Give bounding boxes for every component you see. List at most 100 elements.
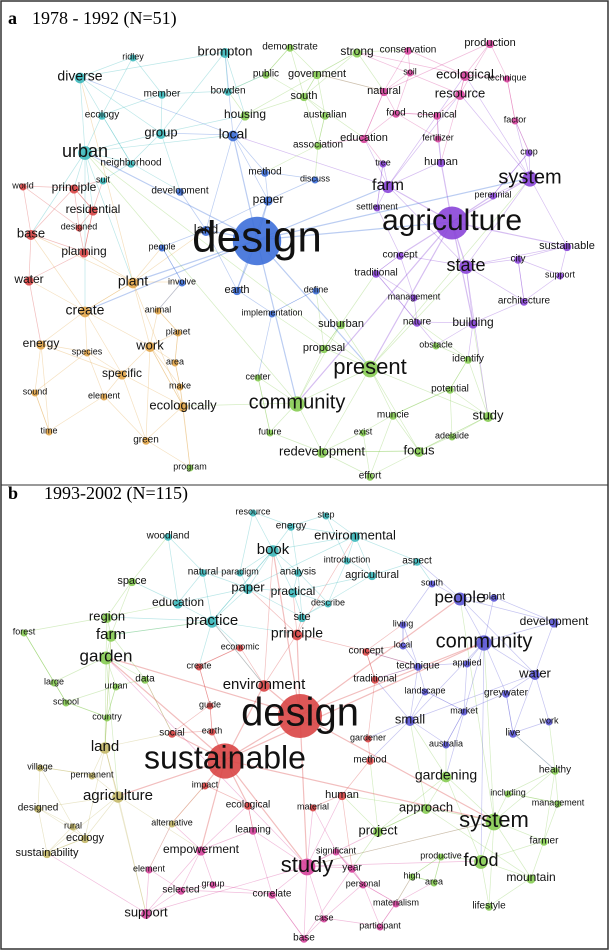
edge — [252, 511, 292, 527]
edge — [411, 875, 435, 883]
edge — [101, 114, 132, 164]
edge — [202, 571, 249, 589]
edge — [340, 323, 371, 369]
edge — [463, 662, 468, 712]
node — [249, 827, 257, 835]
edge — [402, 644, 419, 667]
edge — [46, 852, 147, 914]
nodes: brompton demonstrate strong conservation pro… — [11, 37, 595, 944]
node-label: work — [538, 715, 559, 725]
edge — [83, 209, 94, 253]
node — [145, 342, 155, 352]
edge — [144, 678, 173, 734]
node — [453, 592, 467, 606]
node — [309, 804, 317, 812]
node-label: farmer — [530, 836, 560, 847]
node — [236, 644, 244, 652]
node-label: space — [117, 575, 146, 587]
node-label: element — [88, 390, 121, 400]
node-label: time — [40, 425, 57, 435]
node-label: building — [452, 315, 493, 329]
edge — [179, 190, 207, 231]
edge — [271, 289, 317, 314]
node-label: potential — [431, 384, 469, 395]
node — [490, 594, 498, 602]
edge — [171, 784, 206, 824]
edge — [205, 134, 234, 231]
edge — [37, 807, 48, 854]
node-label: strong — [340, 44, 373, 58]
node — [62, 699, 70, 707]
node — [158, 244, 166, 252]
node-label: proposal — [303, 342, 345, 354]
node-label: obstacle — [419, 339, 453, 349]
node — [460, 708, 468, 716]
node-label: program — [173, 461, 207, 471]
node-label: introduction — [324, 554, 371, 564]
node — [262, 71, 270, 79]
edge — [34, 343, 42, 393]
edge — [247, 549, 274, 589]
edge — [409, 719, 447, 777]
node — [551, 767, 559, 775]
edge — [306, 820, 495, 867]
edge — [84, 239, 258, 312]
edge — [299, 597, 461, 716]
edge — [465, 245, 568, 267]
node-label: high — [403, 870, 420, 880]
node — [503, 75, 511, 83]
edge — [292, 591, 298, 635]
node — [436, 158, 446, 168]
node — [266, 429, 274, 437]
edge — [459, 597, 485, 643]
edge — [354, 535, 373, 576]
edge — [28, 251, 85, 281]
node-label: suit — [96, 174, 111, 184]
node — [526, 874, 536, 884]
edge — [84, 310, 151, 347]
edge — [200, 829, 254, 851]
node — [485, 813, 503, 831]
edge — [290, 514, 327, 527]
node-label: diverse — [57, 68, 102, 84]
edge — [505, 673, 536, 694]
node — [322, 512, 330, 520]
edge — [409, 690, 426, 721]
node — [83, 349, 91, 357]
edge — [483, 621, 555, 643]
edge — [205, 199, 269, 231]
node — [562, 242, 572, 252]
edge — [30, 233, 134, 283]
edge — [395, 875, 413, 904]
edge — [232, 134, 269, 201]
edge — [297, 571, 329, 604]
node-label: food — [463, 850, 498, 870]
edge — [171, 784, 206, 824]
edge — [37, 807, 74, 827]
edge — [424, 690, 465, 712]
edge — [267, 178, 316, 201]
node-label: fertilizer — [422, 132, 454, 142]
node — [463, 660, 471, 668]
edge — [395, 112, 438, 116]
node — [105, 630, 117, 642]
node — [263, 196, 273, 206]
node — [314, 142, 322, 150]
node-label: specific — [102, 366, 142, 380]
node — [549, 618, 559, 628]
node — [80, 834, 90, 844]
node-label: food — [386, 108, 405, 119]
node — [278, 694, 322, 738]
edge — [79, 76, 162, 134]
node-label: agricultural — [345, 569, 399, 581]
node — [404, 47, 412, 55]
edge — [362, 431, 371, 477]
edge — [464, 74, 531, 179]
edge — [117, 759, 226, 797]
edge — [39, 766, 93, 776]
node — [195, 663, 203, 671]
edge — [554, 769, 559, 804]
node-label: agriculture — [83, 787, 153, 804]
edge — [375, 254, 401, 274]
